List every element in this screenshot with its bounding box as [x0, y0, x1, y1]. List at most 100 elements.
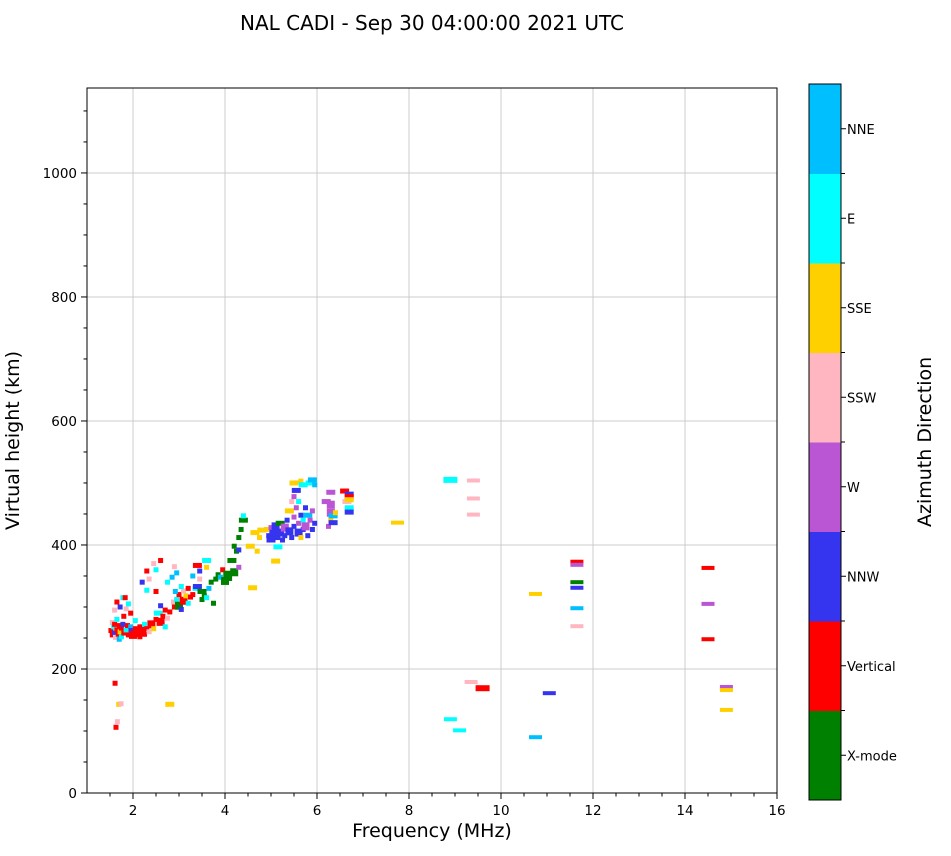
- colorbar-segment: [809, 263, 841, 353]
- data-point: [122, 595, 128, 601]
- data-point: [197, 576, 203, 582]
- data-point: [296, 520, 302, 526]
- data-point: [227, 575, 233, 581]
- data-point: [719, 707, 733, 712]
- data-point: [280, 523, 289, 532]
- data-point: [170, 599, 176, 605]
- data-point: [254, 548, 260, 554]
- colorbar-segment: [809, 531, 841, 622]
- data-point: [312, 520, 318, 526]
- data-point: [312, 482, 318, 488]
- data-point: [208, 579, 214, 585]
- data-point: [123, 627, 129, 633]
- data-point: [344, 509, 354, 515]
- data-point: [165, 615, 170, 621]
- data-point: [326, 508, 335, 517]
- data-point: [284, 508, 294, 514]
- data-point: [328, 513, 338, 519]
- data-point: [307, 477, 317, 483]
- data-point: [139, 579, 145, 585]
- data-point: [146, 629, 152, 635]
- data-point: [151, 561, 157, 567]
- data-point: [113, 634, 119, 640]
- data-point: [275, 535, 281, 541]
- data-point: [570, 585, 584, 590]
- data-point: [217, 574, 223, 580]
- data-point: [298, 535, 304, 541]
- data-point: [344, 497, 354, 503]
- data-point: [197, 568, 203, 574]
- data-point: [223, 570, 232, 579]
- x-axis-label: Frequency (MHz): [352, 820, 512, 842]
- data-point: [142, 621, 147, 627]
- data-point: [291, 487, 301, 493]
- data-point: [156, 617, 165, 626]
- data-point: [285, 527, 294, 536]
- data-point: [309, 508, 315, 514]
- data-point: [443, 717, 457, 722]
- y-tick-label: 0: [68, 786, 77, 802]
- colorbar-category-label: SSW: [847, 391, 877, 406]
- data-point: [303, 512, 313, 518]
- data-point: [529, 735, 542, 740]
- y-tick-label: 1000: [43, 166, 77, 182]
- data-point: [204, 595, 210, 601]
- data-point: [112, 621, 118, 627]
- data-point: [176, 592, 182, 598]
- plot-frame: [86, 87, 778, 794]
- data-point: [236, 547, 242, 553]
- data-point: [719, 684, 733, 689]
- data-point: [263, 526, 269, 532]
- data-point: [291, 514, 297, 520]
- colorbar-segment: [809, 173, 841, 264]
- data-point: [213, 576, 219, 582]
- data-point: [197, 588, 207, 594]
- data-point: [147, 620, 156, 629]
- data-point: [113, 724, 119, 730]
- data-point: [570, 562, 584, 567]
- data-point: [321, 499, 331, 505]
- data-point: [529, 591, 542, 596]
- colorbar-category-label: W: [847, 481, 860, 496]
- data-point: [158, 557, 164, 563]
- data-point: [190, 592, 196, 598]
- data-point: [112, 680, 118, 686]
- data-point: [453, 728, 467, 733]
- data-point: [112, 607, 118, 613]
- colorbar-category-label: SSE: [847, 302, 872, 317]
- data-point: [266, 537, 276, 543]
- data-point: [464, 680, 478, 685]
- data-point: [391, 520, 404, 525]
- colorbar-category-label: NNW: [847, 570, 879, 585]
- data-point: [158, 603, 164, 609]
- data-point: [271, 558, 281, 564]
- colorbar-category-label: E: [847, 212, 855, 227]
- data-point: [169, 574, 175, 580]
- data-point: [245, 543, 255, 549]
- data-point: [162, 624, 168, 630]
- data-point: [172, 588, 178, 594]
- data-point: [701, 601, 715, 606]
- data-point: [276, 528, 285, 537]
- data-point: [236, 535, 242, 541]
- data-point: [240, 513, 246, 519]
- data-point: [284, 517, 290, 523]
- data-point: [114, 719, 120, 725]
- data-point: [132, 626, 138, 632]
- data-point: [266, 533, 272, 539]
- data-point: [118, 701, 124, 707]
- data-point: [340, 488, 350, 494]
- data-point: [268, 525, 274, 531]
- data-point: [475, 685, 490, 692]
- data-point: [257, 535, 262, 541]
- x-tick-label: 8: [405, 803, 414, 819]
- data-point: [238, 517, 248, 523]
- data-point: [202, 557, 212, 563]
- data-point: [280, 537, 285, 543]
- data-point: [192, 562, 202, 568]
- colorbar-segment: [809, 710, 841, 801]
- colorbar-segment: [809, 352, 841, 443]
- colorbar-category-label: X-mode: [847, 749, 897, 764]
- data-point: [151, 626, 157, 632]
- y-tick-label: 600: [51, 414, 77, 430]
